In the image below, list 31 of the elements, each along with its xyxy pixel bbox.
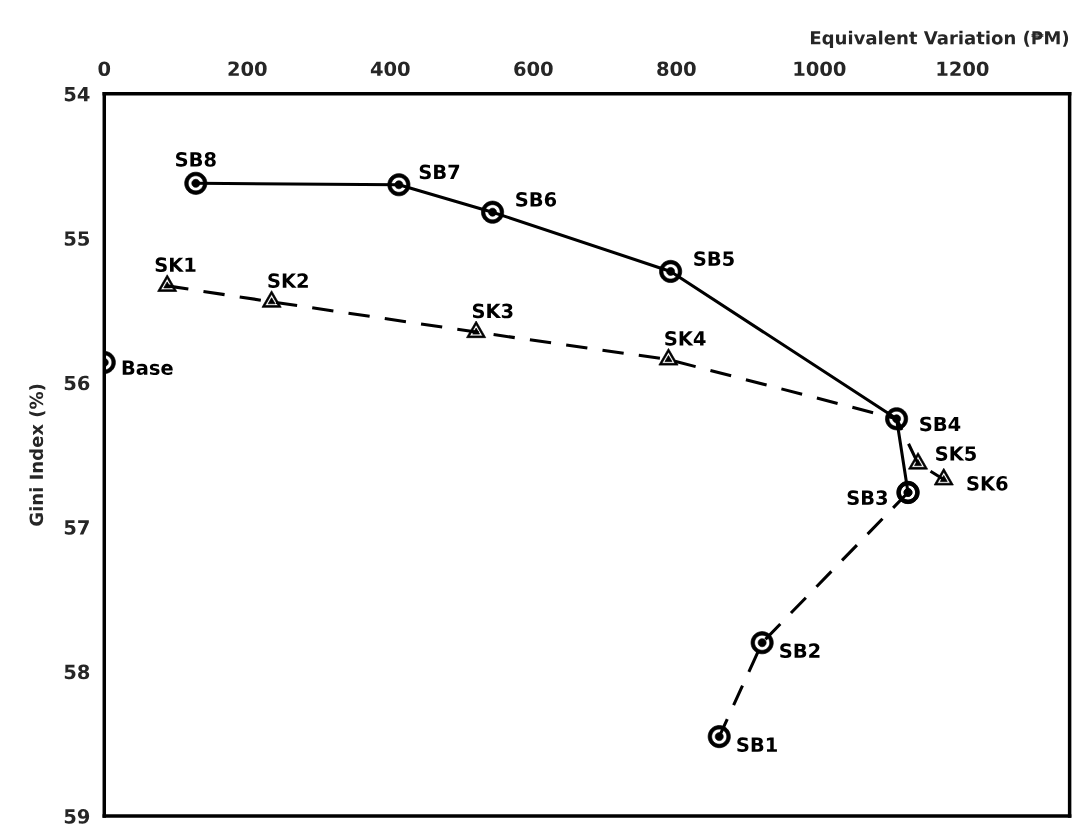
y-axis-title: Gini Index (%) <box>29 384 46 526</box>
y-tick-label: 56 <box>64 375 90 391</box>
y-tick-label: 55 <box>64 231 90 246</box>
x-tick-label: 800 <box>657 61 696 77</box>
point <box>896 481 920 504</box>
annotation: SK6 <box>967 475 1008 491</box>
x-axis-title: Equivalent Variation (₱M) <box>810 30 1069 49</box>
annotation: SK5 <box>936 446 976 461</box>
annotation: SB4 <box>920 416 961 432</box>
x-tick-label: 1200 <box>937 61 989 77</box>
y-tick-label: 57 <box>64 520 89 535</box>
y-tick-label: 59 <box>64 809 90 824</box>
annotation: SB5 <box>694 251 734 266</box>
annotation: SK4 <box>665 331 706 346</box>
x-tick-label: 200 <box>228 61 267 77</box>
x-tick-label: 400 <box>370 61 410 77</box>
annotation: SK1 <box>155 257 196 273</box>
y-tick-label: 54 <box>64 86 90 102</box>
annotation: SB6 <box>516 192 557 207</box>
annotation: SB7 <box>419 164 460 180</box>
x-tick-label: 600 <box>514 61 553 77</box>
annotation: SB8 <box>176 152 216 167</box>
x-tick-label: 1000 <box>794 61 846 77</box>
annotation: SB2 <box>780 643 820 659</box>
annotation: SK3 <box>472 303 513 319</box>
annotation: SB1 <box>737 737 777 752</box>
x-tick-label: 0 <box>98 61 111 77</box>
annotation: Base <box>122 360 173 376</box>
y-tick-label: 58 <box>64 664 90 680</box>
annotation: SK2 <box>268 273 308 288</box>
annotation: SB3 <box>847 490 888 506</box>
